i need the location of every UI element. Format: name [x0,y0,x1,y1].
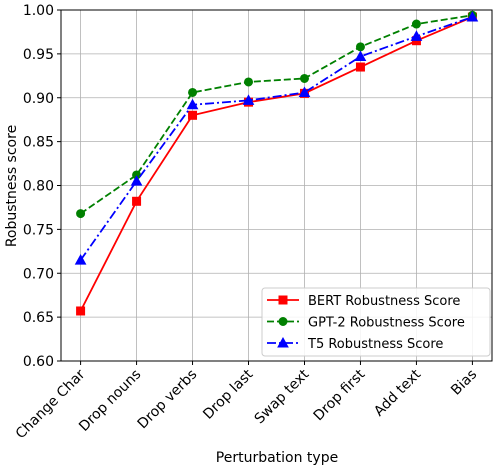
point [466,10,479,22]
series-line [79,16,473,261]
legend-marker [277,336,289,348]
point [355,42,365,52]
x-axis-label: Perturbation type [216,450,338,466]
x-tick-label: Change Char [13,366,89,442]
point [76,306,86,316]
y-tick-label: 0.65 [23,310,54,326]
point [242,94,255,105]
point [132,196,142,206]
legend-box [261,287,491,357]
point [298,86,311,97]
y-axis-label: Robustness score [4,125,20,247]
point [355,62,365,72]
x-tick-label: Add text [371,366,425,420]
legend-label: BERT Robustness Score [308,294,460,309]
legend-label: T5 Robustness Score [307,337,443,352]
x-tick-label: Bias [448,367,480,399]
legend-marker [278,317,288,326]
y-tick-label: 0.60 [23,354,54,370]
point [186,98,199,110]
point [76,209,86,219]
series-line [79,16,473,312]
point [410,30,423,41]
point [354,50,367,62]
point [188,110,198,120]
x-tick-label: Drop last [200,366,256,422]
point [188,87,198,97]
point [74,254,87,265]
y-tick-label: 0.80 [23,179,54,195]
y-tick-label: 1.00 [23,3,54,19]
legend-label: GPT-2 Robustness Score [308,316,465,331]
legend: BERT Robustness Score GPT-2 Robustness Sc… [261,287,491,357]
x-tick-label: Drop verbs [135,367,201,433]
x-tick-label: Swap text [252,366,313,427]
y-tick-label: 0.85 [23,135,54,151]
y-tick-label: 0.90 [23,91,54,107]
point [411,19,421,29]
series-line [80,14,473,215]
x-tick-label: Drop first [311,366,369,424]
legend-marker [278,295,288,305]
y-tick-label: 0.70 [23,266,54,282]
y-tick-label: 0.95 [23,47,54,63]
plot-frame [60,9,493,362]
point [299,73,309,83]
point [244,77,254,87]
y-tick-label: 0.75 [23,222,54,238]
point [130,175,143,186]
